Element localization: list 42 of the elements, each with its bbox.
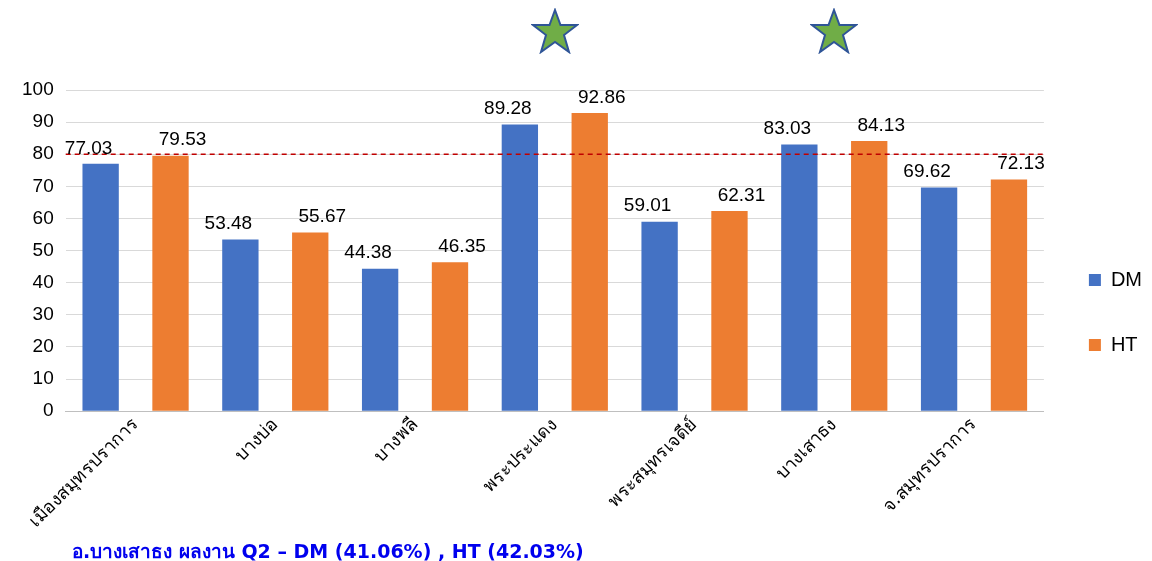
- bar: [571, 112, 608, 411]
- legend-label: HT: [1110, 332, 1138, 355]
- data-label: 59.01: [623, 194, 672, 216]
- data-label: 46.35: [438, 235, 486, 257]
- y-tick-label: 20: [32, 335, 54, 357]
- y-tick-label: 10: [32, 367, 54, 389]
- bar: [152, 155, 189, 411]
- bar: [920, 187, 958, 411]
- data-label: 55.67: [298, 205, 347, 227]
- data-label: 89.28: [484, 97, 532, 119]
- y-tick-label: 30: [32, 303, 54, 325]
- data-label: 53.48: [204, 212, 253, 234]
- y-tick-label: 60: [32, 206, 54, 228]
- data-label: 69.62: [903, 160, 951, 182]
- data-label: 77.03: [64, 136, 113, 158]
- bar: [222, 239, 259, 411]
- text: อ.บางเสาธง ผลงาน Q2 – DM (41.06%) , HT (42.03%): [72, 539, 584, 561]
- data-label: 62.31: [717, 183, 766, 205]
- bar: [292, 232, 329, 411]
- bar: [641, 221, 678, 411]
- data-label: 72.13: [997, 152, 1045, 174]
- bar: [990, 179, 1028, 411]
- bar: [361, 268, 399, 411]
- y-tick-label: 70: [32, 174, 54, 196]
- data-label: 92.86: [577, 85, 626, 107]
- data-label: 79.53: [158, 128, 207, 150]
- bar: [501, 124, 539, 411]
- y-tick-label: 50: [32, 238, 54, 260]
- data-label: 83.03: [763, 117, 812, 139]
- legend-label: DM: [1110, 267, 1143, 290]
- bar: [851, 140, 888, 411]
- bar: [711, 211, 748, 411]
- y-tick-label: 80: [32, 142, 54, 164]
- bar: [781, 144, 818, 411]
- y-tick-label: 90: [32, 110, 54, 132]
- data-label: 84.13: [857, 113, 905, 135]
- bar: [431, 262, 469, 411]
- y-tick-label: 100: [22, 78, 54, 100]
- bar: [82, 163, 119, 411]
- data-label: 44.38: [344, 241, 392, 263]
- y-tick-label: 0: [43, 399, 54, 421]
- y-tick-label: 40: [32, 270, 54, 292]
